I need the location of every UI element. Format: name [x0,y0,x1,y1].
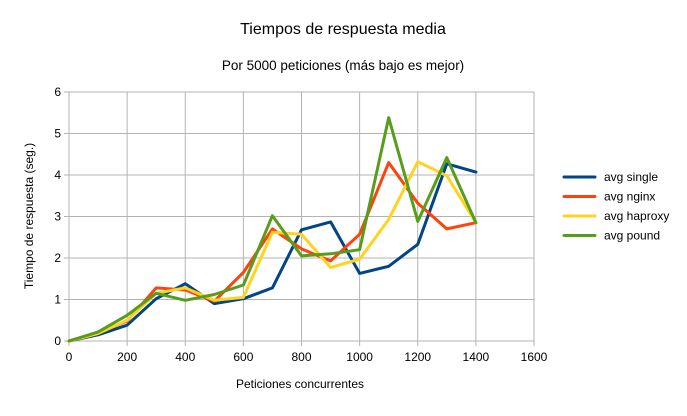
series-line-avg-single [67,162,478,343]
data-point [416,243,419,246]
data-point [387,218,390,221]
data-point [271,286,274,289]
legend-label: avg haproxy [604,209,669,223]
data-point [387,116,390,119]
data-point [213,293,216,296]
data-point [184,286,187,289]
data-point [271,231,274,234]
data-point [184,299,187,302]
legend-label: avg single [604,170,658,184]
y-tick-label: 0 [54,334,61,348]
y-axis-label: Tiempo de respuesta (seg.) [22,143,36,289]
x-tick-label: 1400 [463,350,490,364]
data-point [329,259,332,262]
data-point [126,319,129,322]
y-tick-label: 3 [54,210,61,224]
x-axis-label: Peticiones concurrentes [236,377,364,391]
data-point [358,272,361,275]
data-point [358,248,361,251]
data-point [474,221,477,224]
data-point [300,247,303,250]
data-point [126,324,129,327]
data-point [329,252,332,255]
series-line-avg-haproxy [67,160,478,343]
data-point [155,292,158,295]
data-point [155,297,158,300]
data-point [387,265,390,268]
data-point [242,296,245,299]
x-tick-label: 800 [291,350,311,364]
data-point [271,227,274,230]
y-tick-label: 6 [54,85,61,99]
data-point [271,214,274,217]
data-point [358,233,361,236]
data-point [242,283,245,286]
chart-subtitle: Por 5000 peticiones (más bajo es mejor) [222,58,464,73]
data-point [329,220,332,223]
data-point [445,174,448,177]
data-point [126,314,129,317]
data-point [445,156,448,159]
data-point [387,161,390,164]
data-point [97,330,100,333]
x-tick-label: 0 [66,350,73,364]
data-point [474,171,477,174]
data-point [242,271,245,274]
data-point [155,286,158,289]
y-tick-label: 1 [54,293,61,307]
data-point [68,340,71,343]
data-point [213,299,216,302]
data-point [300,233,303,236]
data-point [184,282,187,285]
data-point [300,228,303,231]
data-point [416,220,419,223]
data-point [445,227,448,230]
data-point [416,160,419,163]
data-point [358,258,361,261]
data-point [300,254,303,257]
y-tick-label: 5 [54,127,61,141]
chart-title: Tiempos de respuesta media [240,21,446,38]
legend-label: avg nginx [604,190,655,204]
axes: 0 1 2 3 4 5 6 0 200 400 600 800 1000 1200 1400 1600 [54,85,547,364]
data-point [416,202,419,205]
series-lines [67,116,478,343]
x-tick-label: 200 [117,350,137,364]
y-tick-label: 2 [54,251,61,265]
x-tick-label: 1200 [404,350,431,364]
legend: avg single avg nginx avg haproxy avg pound [562,170,669,243]
y-tick-label: 4 [54,168,61,182]
x-tick-label: 600 [233,350,253,364]
legend-label: avg pound [604,229,660,243]
series-line-avg-pound [67,116,478,343]
data-point [329,266,332,269]
grid [68,91,535,342]
x-tick-label: 400 [175,350,195,364]
x-tick-label: 1600 [521,350,548,364]
x-tick-label: 1000 [346,350,373,364]
